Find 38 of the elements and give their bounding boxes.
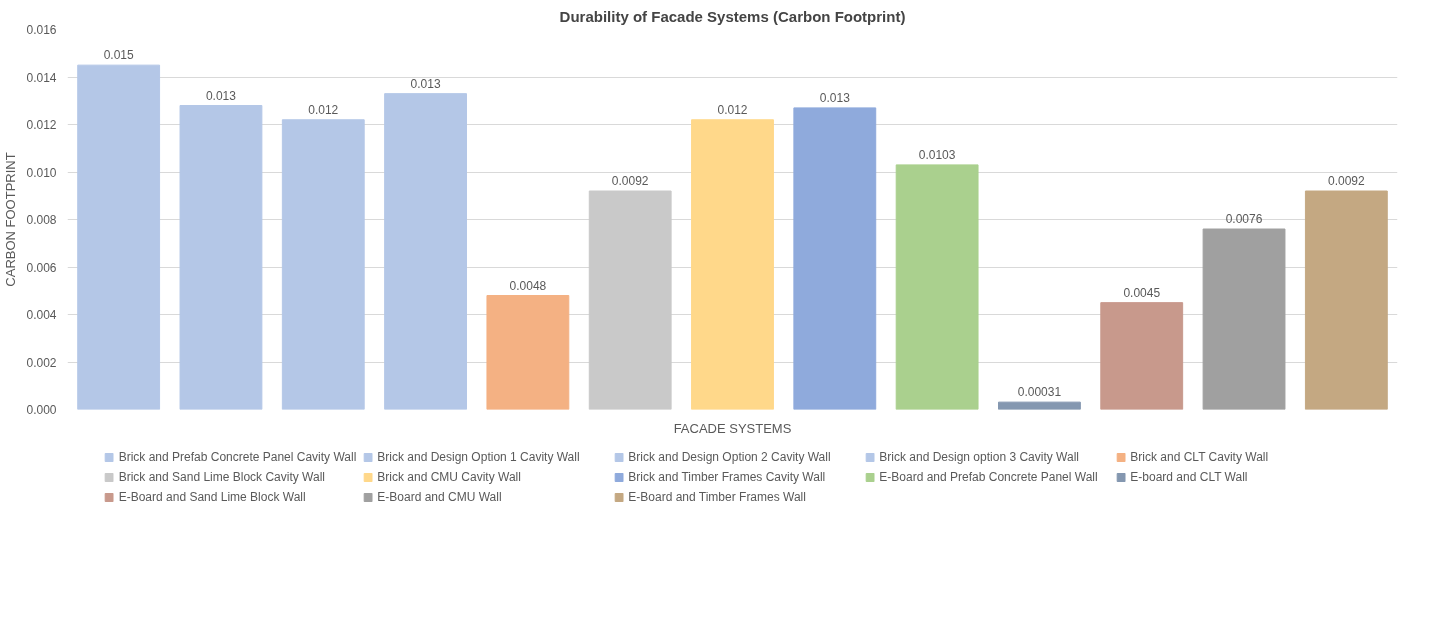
text: 0.0092 bbox=[1327, 174, 1365, 188]
legend-label: Brick and CLT Cavity Wall bbox=[1130, 450, 1270, 464]
legend-label: E-Board and Prefab Concrete Panel Wall bbox=[879, 470, 1099, 484]
legend-label: E-Board and CMU Wall bbox=[377, 490, 503, 504]
y-tick-label: 0.016 bbox=[26, 23, 57, 37]
text: 0.013 bbox=[410, 76, 441, 91]
text: 0.0048 bbox=[509, 278, 547, 293]
text: 0.015 bbox=[103, 48, 134, 63]
x-axis-title: FACADE SYSTEMS bbox=[673, 420, 792, 436]
y-tick-label: 0.006 bbox=[26, 260, 57, 275]
y-tick-label: 0.004 bbox=[26, 308, 57, 322]
legend-label: Brick and Design Option 1 Cavity Wall bbox=[377, 450, 581, 464]
y-tick-label: 0.002 bbox=[26, 355, 57, 370]
y-axis-title: CARBON FOOTPRINT bbox=[3, 152, 19, 287]
chart-title: Durability of Facade Systems (Carbon Footprint) bbox=[559, 7, 906, 25]
y-tick-label: 0.000 bbox=[26, 403, 57, 417]
text: 0.012 bbox=[717, 102, 748, 117]
legend-label: E-board and CLT Wall bbox=[1130, 470, 1249, 484]
y-tick-label: 0.014 bbox=[26, 70, 57, 85]
text: 0.0103 bbox=[918, 147, 956, 162]
legend-label: Brick and Prefab Concrete Panel Cavity Wall bbox=[118, 450, 357, 464]
text: 0.013 bbox=[819, 90, 850, 105]
text: 0.013 bbox=[205, 88, 236, 103]
legend-label: Brick and Timber Frames Cavity Wall bbox=[628, 470, 827, 484]
legend-label: E-Board and Sand Lime Block Wall bbox=[118, 490, 307, 504]
legend-label: Brick and CMU Cavity Wall bbox=[377, 470, 522, 484]
legend-label: E-Board and Timber Frames Wall bbox=[628, 490, 807, 504]
y-tick-label: 0.008 bbox=[26, 213, 57, 227]
legend-label: Brick and Design Option 2 Cavity Wall bbox=[628, 450, 832, 464]
y-tick-label: 0.012 bbox=[26, 118, 57, 132]
text: 0.0045 bbox=[1123, 285, 1161, 300]
text: 0.012 bbox=[308, 102, 339, 117]
text: 0.0092 bbox=[611, 174, 649, 188]
text: 0.0076 bbox=[1225, 212, 1263, 226]
legend-label: Brick and Sand Lime Block Cavity Wall bbox=[118, 470, 326, 484]
legend-label: Brick and Design option 3 Cavity Wall bbox=[879, 450, 1080, 464]
text: 0.00031 bbox=[1017, 385, 1062, 400]
y-tick-label: 0.010 bbox=[26, 165, 57, 180]
